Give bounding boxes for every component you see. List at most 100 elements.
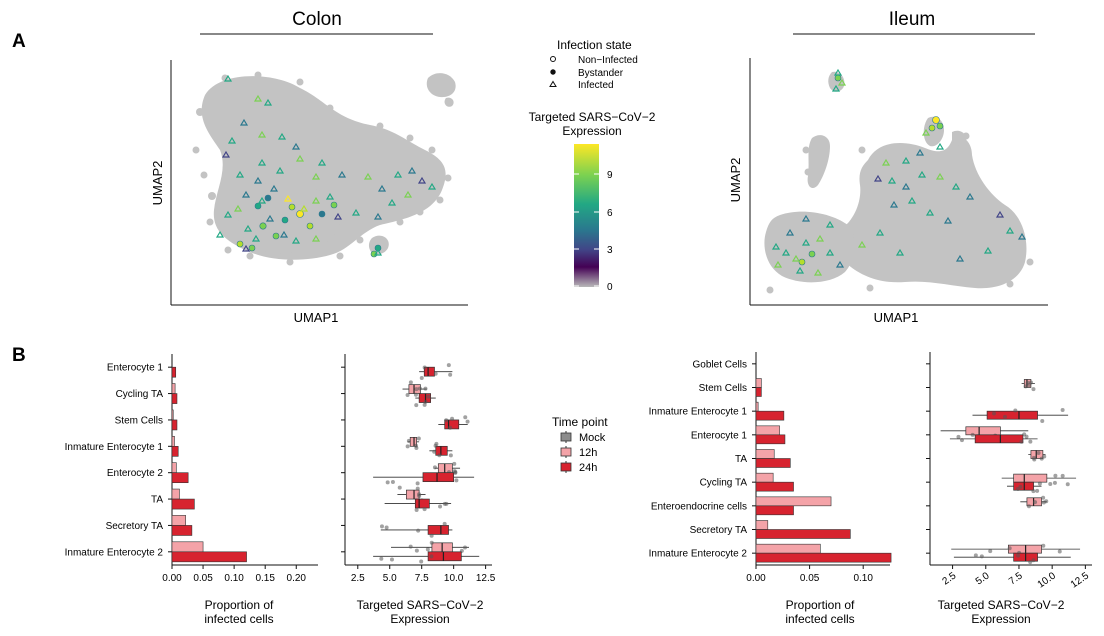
- colon-expression-point: [379, 556, 384, 561]
- time-label-mock: Mock: [579, 432, 606, 444]
- colon-expression-point: [437, 453, 442, 458]
- colon-expression-point: [463, 415, 468, 420]
- colon-proportion-bar: [171, 525, 193, 536]
- ileum-proportion-x-tick-label: 0.05: [800, 573, 820, 584]
- ileum-proportion-x-tick-label: 0.00: [746, 573, 766, 584]
- colorbar-tick-0: 0: [607, 282, 613, 293]
- ileum-proportion-bar: [755, 449, 775, 459]
- colon-proportion-category-label: Enterocyte 1: [107, 363, 164, 374]
- ileum-expression-box: [1030, 450, 1044, 459]
- ileum-expression-point: [1057, 549, 1062, 554]
- umap-ileum: UMAP1 UMAP2: [728, 58, 1048, 325]
- charts-layer: Enterocyte 1 Cycling TA Stem Cells Inmature…: [65, 352, 1092, 591]
- colon-expression-x-tick-label: 5.0: [383, 573, 397, 584]
- colon-expr-xlabel-2: Expression: [390, 612, 449, 626]
- colon-expression-point: [433, 443, 438, 448]
- colon-expression-point: [413, 392, 418, 397]
- ileum-expr-xlabel-2: Expression: [971, 612, 1030, 626]
- ileum-expression-point: [959, 438, 964, 443]
- colon-proportion-bar: [171, 472, 189, 484]
- ileum-expression-chart: 2.5 5.0 7.5 10.0 12.5: [926, 352, 1092, 591]
- ileum-proportion-bar: [755, 505, 794, 516]
- time-label-24h: 24h: [579, 462, 597, 474]
- colon-proportion-bar: [171, 409, 174, 421]
- colon-expression-box: [435, 445, 448, 456]
- colon-proportion-bar: [171, 498, 195, 510]
- ileum-expression-box: [1013, 473, 1048, 483]
- umap-ileum-cells: [764, 68, 1034, 294]
- colon-proportion-x-tick-label: 0.15: [255, 573, 275, 584]
- colorbar-tick-3: 3: [607, 245, 613, 256]
- colon-proportion-bar: [171, 462, 177, 473]
- colon-proportion-category-label: Enterocyte 2: [107, 468, 164, 479]
- colon-expression-point: [454, 478, 459, 483]
- ileum-expression-point: [1024, 434, 1029, 439]
- colon-expression-point: [452, 469, 457, 474]
- colon-expression-point: [422, 402, 427, 407]
- expression-colorbar: [574, 144, 599, 287]
- ileum-prop-xlabel-1: Proportion of: [786, 598, 855, 612]
- colon-expression-point: [385, 480, 390, 485]
- colon-proportion-bar: [171, 393, 178, 404]
- colon-proportion-x-tick-label: 0.05: [193, 573, 213, 584]
- ileum-expression-point: [1031, 489, 1036, 494]
- ileum-proportion-chart: Goblet Cells Stem Cells Inmature Enterocyt…: [649, 352, 892, 584]
- colon-proportion-x-tick-label: 0.00: [162, 573, 182, 584]
- colon-expression-x-tick-label: 7.5: [415, 573, 429, 584]
- ileum-expression-point: [1028, 439, 1033, 444]
- colon-expression-point: [414, 507, 419, 512]
- non-infected-key: [550, 56, 556, 62]
- colon-proportion-bar: [171, 446, 179, 457]
- time-key-mock: [560, 431, 572, 443]
- ileum-expression-point: [1013, 408, 1018, 413]
- colon-proportion-x-tick-label: 0.10: [224, 573, 244, 584]
- ileum-expression-point: [1035, 488, 1040, 493]
- colon-expression-point: [426, 394, 431, 399]
- colon-expression-point: [408, 380, 413, 385]
- colon-expr-xlabel-1: Targeted SARS−CoV−2: [357, 598, 484, 612]
- colon-expression-point: [414, 443, 419, 448]
- colon-proportion-category-label: TA: [151, 495, 163, 506]
- umap-ileum-xlabel: UMAP1: [874, 310, 919, 325]
- colon-proportion-bar: [171, 419, 178, 431]
- colon-expression-point: [406, 438, 411, 443]
- ileum-proportion-category-label: Enteroendocrine cells: [651, 501, 747, 512]
- infection-legend: Infection state Non−Infected Bystander I…: [549, 38, 638, 91]
- ileum-expression-point: [1033, 500, 1038, 505]
- ileum-proportion-category-label: Stem Cells: [699, 383, 747, 394]
- colon-expression-x-tick-label: 2.5: [351, 573, 365, 584]
- colon-expression-box: [427, 525, 449, 535]
- ileum-expression-point: [988, 549, 993, 554]
- ileum-expression-x-tick-label: 10.0: [1036, 570, 1059, 590]
- colon-expression-point: [384, 525, 389, 530]
- ileum-expression-point: [1019, 439, 1024, 444]
- umap-colon-ylabel: UMAP2: [150, 161, 165, 206]
- colon-proportion-bar: [171, 435, 175, 447]
- panel-label-b: B: [12, 345, 26, 366]
- colon-expression-point: [419, 559, 424, 564]
- colon-expression-point: [379, 524, 384, 529]
- expression-legend-title-2: Expression: [562, 124, 621, 138]
- ileum-proportion-bar: [755, 529, 851, 539]
- colon-expression-point: [448, 453, 453, 458]
- ileum-proportion-category-label: Cycling TA: [700, 478, 748, 489]
- colon-expression-point: [444, 418, 449, 423]
- ileum-expression-point: [1031, 455, 1036, 460]
- ileum-expression-point: [970, 432, 975, 437]
- ileum-proportion-x-tick-label: 0.10: [853, 573, 873, 584]
- colon-expression-box: [414, 498, 430, 509]
- ileum-expression-point: [1029, 380, 1034, 385]
- ileum-expression-point: [973, 553, 978, 558]
- time-legend-title: Time point: [552, 415, 608, 429]
- ileum-expression-point: [1039, 456, 1044, 461]
- ileum-expression-x-tick-label: 5.0: [974, 570, 992, 587]
- colon-expression-point: [414, 548, 419, 553]
- ileum-expression-point: [1031, 558, 1036, 563]
- colon-expression-box: [423, 366, 435, 377]
- ileum-proportion-bar: [755, 458, 791, 468]
- colon-expression-point: [397, 485, 402, 490]
- colon-expression-point: [416, 436, 421, 441]
- colon-proportion-bar: [171, 383, 176, 394]
- ileum-expression-x-tick-label: 7.5: [1007, 570, 1025, 587]
- ileum-title: Ileum: [889, 9, 935, 30]
